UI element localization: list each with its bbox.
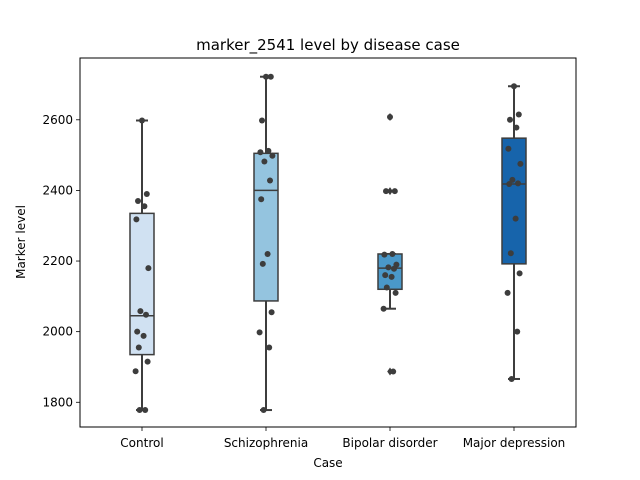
data-point [507, 116, 513, 123]
data-point [508, 375, 515, 382]
data-point [382, 272, 389, 279]
data-point [143, 311, 149, 318]
x-tick-label: Major depression [463, 436, 566, 450]
data-point [139, 117, 145, 124]
data-point [381, 251, 388, 258]
y-tick-label: 2000 [42, 325, 73, 339]
data-point [504, 289, 511, 296]
data-point [383, 188, 389, 195]
data-point [385, 264, 392, 271]
data-point [134, 328, 141, 335]
data-point [144, 358, 151, 365]
data-point [259, 260, 266, 267]
data-point [133, 216, 140, 223]
data-point [514, 328, 521, 335]
y-axis-label: Marker level [14, 205, 28, 279]
data-point [505, 145, 512, 152]
x-axis-label: Case [313, 456, 342, 470]
x-tick-label: Schizophrenia [224, 436, 308, 450]
data-point [388, 273, 395, 280]
y-tick-label: 1800 [42, 395, 73, 409]
box [501, 137, 527, 265]
data-point [392, 289, 399, 296]
data-point [513, 124, 520, 131]
data-point [141, 203, 148, 210]
data-point [140, 332, 147, 339]
data-point [506, 181, 513, 188]
data-point [387, 113, 393, 120]
data-point [137, 308, 144, 315]
data-point [259, 117, 265, 124]
data-point [261, 158, 268, 165]
data-point [389, 250, 396, 257]
data-point [264, 250, 271, 257]
data-point [135, 198, 141, 205]
data-point [511, 83, 517, 90]
x-tick-label: Bipolar disorder [342, 436, 437, 450]
data-point [256, 329, 263, 336]
data-point [509, 176, 516, 183]
data-point [263, 73, 269, 80]
y-tick-label: 2200 [42, 254, 73, 268]
data-point [507, 250, 514, 257]
data-point [380, 305, 387, 312]
y-tick-label: 2400 [42, 183, 73, 197]
box [253, 152, 279, 302]
data-point [143, 190, 150, 197]
data-point [516, 270, 523, 277]
data-point [512, 215, 519, 222]
outlier-marker [387, 187, 393, 196]
box [377, 253, 403, 291]
data-point [267, 177, 273, 184]
data-point [136, 407, 143, 414]
box [129, 212, 155, 356]
chart-title: marker_2541 level by disease case [196, 36, 460, 55]
y-tick-label: 2600 [42, 113, 73, 127]
x-tick-label: Control [120, 436, 163, 450]
data-point [391, 265, 397, 272]
data-point [135, 344, 142, 351]
data-point [267, 73, 274, 80]
data-point [142, 407, 149, 414]
data-point [266, 344, 273, 351]
data-point [268, 309, 275, 316]
data-point [260, 407, 267, 414]
plot-area: 1800 2000 2200 2400 2600 Control Schizophrenia… [42, 57, 577, 450]
data-point [517, 160, 524, 167]
data-point [132, 368, 139, 375]
data-point [145, 265, 152, 272]
data-point [269, 152, 276, 159]
data-point [391, 188, 398, 195]
data-point [265, 147, 272, 154]
plot-frame [79, 57, 577, 428]
data-point [258, 196, 265, 203]
data-point [257, 149, 264, 156]
data-point [383, 284, 390, 291]
data-point [515, 111, 522, 118]
data-point [515, 180, 521, 187]
data-point [390, 368, 397, 375]
